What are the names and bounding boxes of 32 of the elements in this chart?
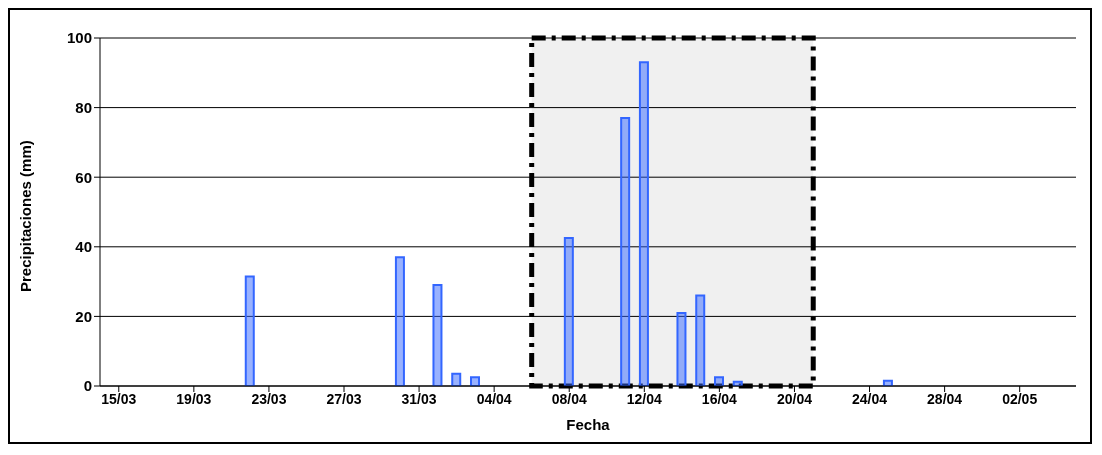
y-tick-label: 0 bbox=[83, 377, 92, 395]
x-tick-label: 27/03 bbox=[326, 390, 362, 407]
y-axis-title: Precipitaciones (mm) bbox=[17, 140, 35, 292]
bar bbox=[695, 294, 706, 386]
x-tick-label: 04/04 bbox=[476, 390, 512, 407]
bar bbox=[432, 284, 443, 386]
bar bbox=[451, 372, 462, 386]
x-tick-label: 15/03 bbox=[101, 390, 137, 407]
bar bbox=[244, 275, 255, 386]
x-tick-label: 12/04 bbox=[626, 390, 663, 407]
bar bbox=[676, 311, 687, 386]
bar bbox=[563, 237, 574, 386]
y-tick-label: 80 bbox=[75, 98, 92, 116]
x-tick-label: 16/04 bbox=[701, 390, 738, 407]
y-tick-label: 100 bbox=[66, 29, 92, 47]
x-tick-label: 20/04 bbox=[776, 390, 813, 407]
y-tick-label: 60 bbox=[75, 168, 92, 186]
x-tick-label: 28/04 bbox=[927, 390, 963, 407]
x-tick-label: 02/05 bbox=[1002, 390, 1038, 407]
x-tick-label: 31/03 bbox=[401, 390, 437, 407]
x-tick-label: 24/04 bbox=[852, 390, 888, 407]
bar bbox=[714, 376, 724, 386]
bar bbox=[470, 376, 480, 386]
bar bbox=[394, 256, 405, 386]
bar bbox=[638, 61, 649, 386]
bar bbox=[620, 117, 631, 386]
x-tick-label: 08/04 bbox=[551, 390, 587, 407]
x-tick-label: 23/03 bbox=[251, 390, 287, 407]
y-tick-label: 20 bbox=[75, 307, 92, 325]
x-axis-title: Fecha bbox=[566, 416, 611, 433]
y-tick-label: 40 bbox=[75, 238, 92, 256]
x-tick-label: 19/03 bbox=[176, 390, 212, 407]
